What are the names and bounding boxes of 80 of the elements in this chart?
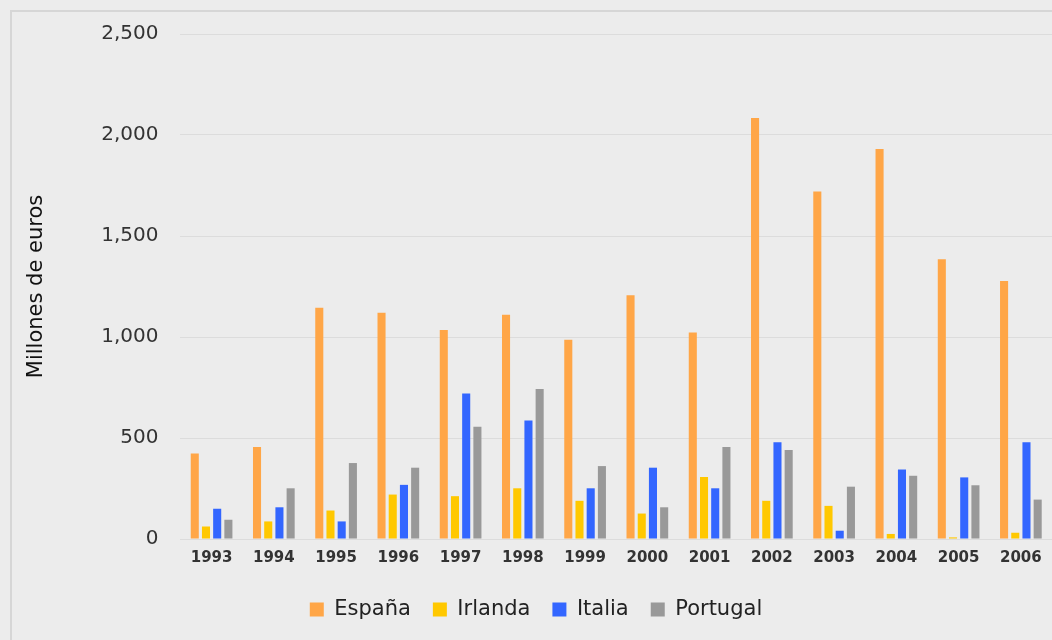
- y-tick-label: 2,000: [101, 121, 159, 146]
- bar: [762, 500, 771, 539]
- y-tick-label: 1,000: [101, 323, 159, 348]
- bar: [190, 453, 199, 539]
- bar: [564, 339, 573, 539]
- x-tick-label: 2002: [750, 547, 793, 566]
- legend-label: Irlanda: [457, 595, 531, 620]
- legend-label: Italia: [576, 595, 629, 620]
- bar: [648, 467, 657, 539]
- bar: [711, 488, 720, 539]
- y-tick-label: 2,500: [101, 20, 159, 45]
- bar: [909, 475, 918, 539]
- bar: [326, 510, 335, 539]
- bar: [411, 467, 420, 539]
- bar: [886, 533, 895, 539]
- bar: [450, 496, 460, 539]
- x-tick-label: 1994: [252, 547, 295, 566]
- x-tick-label: 1996: [377, 547, 420, 566]
- x-tick-label: 1995: [315, 547, 357, 566]
- bar: [473, 426, 482, 539]
- bar: [846, 486, 855, 539]
- x-tick-label: 2005: [937, 547, 980, 566]
- x-tick-label: 2000: [626, 547, 669, 566]
- y-tick-label: 0: [145, 525, 159, 550]
- bar: [784, 450, 793, 539]
- bar: [1000, 281, 1009, 539]
- bar: [252, 447, 262, 539]
- bar: [337, 521, 346, 539]
- x-tick-label: 1998: [501, 547, 544, 566]
- x-tick-label: 2006: [1000, 547, 1042, 566]
- bar: [773, 442, 782, 539]
- bar: [275, 507, 284, 539]
- bar: [377, 312, 386, 539]
- bar: [286, 488, 295, 539]
- bar: [971, 485, 980, 539]
- y-tick-label: 1,500: [101, 222, 159, 247]
- y-tick-label: 500: [120, 424, 159, 449]
- bar: [897, 469, 906, 539]
- bar: [699, 476, 709, 539]
- bar: [224, 519, 233, 539]
- x-tick-label: 1997: [439, 547, 482, 566]
- x-tick-label: 1993: [190, 547, 233, 566]
- x-tick-label: 2001: [688, 547, 731, 566]
- bar: [626, 295, 635, 539]
- bar: [439, 329, 448, 539]
- bar: [348, 463, 357, 539]
- bar: [835, 530, 844, 539]
- bar: [513, 488, 522, 539]
- bar: [213, 508, 222, 539]
- x-tick-label: 2004: [875, 547, 918, 566]
- bar: [586, 488, 595, 539]
- bar: [960, 477, 969, 539]
- bar: [1022, 442, 1031, 539]
- bar: [462, 393, 471, 539]
- bar: [388, 494, 397, 539]
- bar: [824, 505, 833, 539]
- bar: [1033, 499, 1042, 539]
- bar: [875, 148, 884, 539]
- bar: [315, 307, 324, 539]
- bar: [660, 507, 669, 539]
- bar: [751, 118, 760, 539]
- bar: [597, 466, 606, 539]
- bar: [813, 191, 822, 539]
- legend-label: España: [334, 595, 411, 620]
- bar: [502, 314, 511, 539]
- bar: [688, 332, 697, 539]
- bar: [937, 259, 946, 539]
- x-tick-label: 1999: [564, 547, 606, 566]
- bar: [575, 500, 584, 539]
- bar: [399, 484, 408, 539]
- y-axis-title: Millones de euros: [23, 194, 48, 379]
- bar: [535, 388, 544, 539]
- bar: [722, 446, 731, 539]
- legend-label: Portugal: [675, 595, 763, 620]
- bar: [201, 526, 211, 539]
- bar: [637, 513, 646, 539]
- x-tick-label: 2003: [813, 547, 855, 566]
- bar: [1011, 532, 1020, 539]
- bar: [264, 521, 273, 539]
- bar: [524, 420, 533, 539]
